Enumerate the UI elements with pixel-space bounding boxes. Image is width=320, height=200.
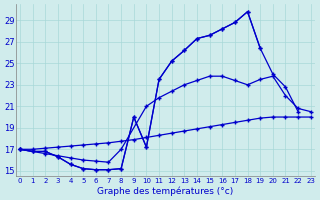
X-axis label: Graphe des températures (°c): Graphe des températures (°c) (97, 186, 234, 196)
